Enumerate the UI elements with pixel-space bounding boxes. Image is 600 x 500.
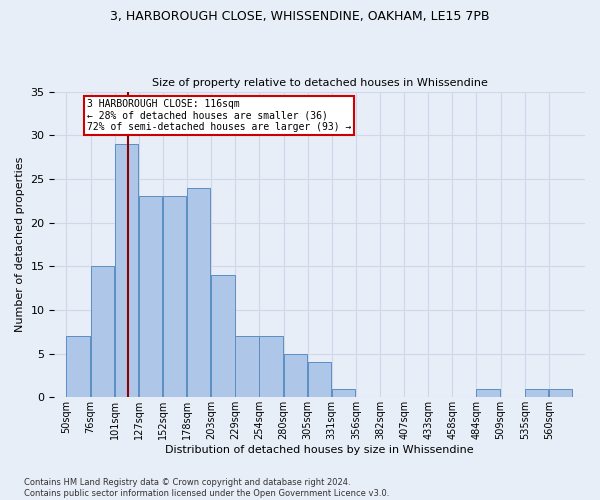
- Y-axis label: Number of detached properties: Number of detached properties: [15, 156, 25, 332]
- Bar: [235, 336, 259, 398]
- Bar: [308, 362, 331, 398]
- Text: 3, HARBOROUGH CLOSE, WHISSENDINE, OAKHAM, LE15 7PB: 3, HARBOROUGH CLOSE, WHISSENDINE, OAKHAM…: [110, 10, 490, 23]
- Text: Contains HM Land Registry data © Crown copyright and database right 2024.
Contai: Contains HM Land Registry data © Crown c…: [24, 478, 389, 498]
- Bar: [476, 388, 500, 398]
- Bar: [187, 188, 211, 398]
- Bar: [115, 144, 138, 398]
- Bar: [163, 196, 187, 398]
- Bar: [259, 336, 283, 398]
- X-axis label: Distribution of detached houses by size in Whissendine: Distribution of detached houses by size …: [166, 445, 474, 455]
- Text: 3 HARBOROUGH CLOSE: 116sqm
← 28% of detached houses are smaller (36)
72% of semi: 3 HARBOROUGH CLOSE: 116sqm ← 28% of deta…: [87, 98, 351, 132]
- Bar: [139, 196, 162, 398]
- Bar: [549, 388, 572, 398]
- Bar: [91, 266, 114, 398]
- Bar: [284, 354, 307, 398]
- Bar: [525, 388, 548, 398]
- Bar: [332, 388, 355, 398]
- Bar: [211, 275, 235, 398]
- Title: Size of property relative to detached houses in Whissendine: Size of property relative to detached ho…: [152, 78, 488, 88]
- Bar: [67, 336, 90, 398]
